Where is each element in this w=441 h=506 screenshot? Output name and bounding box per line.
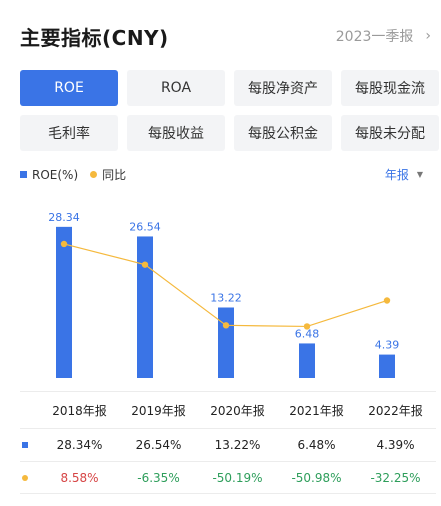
frequency-label: 年报 (384, 168, 409, 182)
bar-label: 26.54 (129, 220, 161, 233)
data-table: 2018年报 2019年报 2020年报 2021年报 2022年报 28.34… (20, 391, 436, 494)
period-selector[interactable]: 2023一季报 › (336, 26, 431, 46)
header: 主要指标(CNY) 2023一季报 › (20, 22, 431, 52)
dot-icon (90, 171, 98, 178)
table-row-roe: 28.34% 26.54% 13.22% 6.48% 4.39% (20, 428, 436, 461)
table-header-cell: 2022年报 (368, 403, 423, 418)
table-cell: -32.25% (370, 470, 421, 485)
tab-gross-margin[interactable]: 毛利率 (20, 115, 118, 151)
bar-label: 28.34 (48, 211, 80, 224)
square-icon (20, 171, 27, 178)
legend-item-yoy: 同比 (90, 166, 126, 183)
table-cell: 4.39% (376, 438, 415, 452)
yoy-point (222, 322, 230, 329)
report-frequency-dropdown[interactable]: 年报 ▼ (385, 166, 423, 183)
yoy-point (141, 261, 149, 268)
bar-label: 6.48 (295, 327, 320, 340)
table-cell: 28.34% (56, 438, 103, 452)
roe-chart: 28.34 26.54 13.22 6.48 4.39 (48, 211, 400, 378)
bar-2021年报 (299, 343, 315, 378)
tab-reserve-per-share[interactable]: 每股公积金 (234, 115, 332, 151)
tab-roa[interactable]: ROA (127, 70, 225, 106)
chart-legend-row: ROE(%) 同比 年报 ▼ (20, 166, 423, 186)
table-row-yoy: 8.58% -6.35% -50.19% -50.98% -32.25% (20, 461, 436, 494)
yoy-point (383, 297, 391, 304)
table-cell: -50.19% (212, 470, 263, 485)
tab-roe[interactable]: ROE (20, 70, 118, 106)
bar-2019年报 (137, 236, 153, 378)
tab-net-assets-per-share[interactable]: 每股净资产 (234, 70, 332, 106)
chart-legend: ROE(%) 同比 (20, 166, 423, 183)
table-cell: 13.22% (214, 438, 261, 452)
table-header-cell: 2018年报 (52, 403, 107, 418)
table-header-row: 2018年报 2019年报 2020年报 2021年报 2022年报 (20, 391, 436, 428)
legend-label-yoy: 同比 (102, 168, 127, 182)
caret-down-icon: ▼ (416, 170, 423, 179)
bar-2018年报 (56, 226, 72, 378)
dot-icon (22, 474, 28, 481)
table-cell: -6.35% (137, 470, 180, 485)
bar-label: 4.39 (375, 339, 400, 352)
table-header-cell: 2020年报 (210, 403, 265, 418)
table-cell: 8.58% (60, 470, 99, 485)
table-cell: 6.48% (297, 438, 336, 452)
tab-cash-flow-per-share[interactable]: 每股现金流 (341, 70, 439, 106)
indicator-tabs: ROE ROA 每股净资产 每股现金流 毛利率 每股收益 每股公积金 每股未分配 (20, 70, 439, 151)
bar-2022年报 (379, 354, 395, 378)
bar-label: 13.22 (210, 291, 242, 304)
table-header-cell: 2021年报 (289, 403, 344, 418)
table-cell: -50.98% (291, 470, 342, 485)
legend-item-roe: ROE(%) (20, 168, 78, 182)
chevron-right-icon: › (425, 28, 431, 44)
tab-undistributed-per-share[interactable]: 每股未分配 (341, 115, 439, 151)
page-title: 主要指标(CNY) (20, 26, 169, 50)
bar-2020年报 (218, 307, 234, 378)
table-cell: 26.54% (135, 438, 182, 452)
table-header-cell: 2019年报 (131, 403, 186, 418)
yoy-point (303, 323, 311, 330)
square-icon (22, 442, 28, 448)
tab-eps[interactable]: 每股收益 (127, 115, 225, 151)
yoy-point (60, 240, 68, 248)
legend-label-roe: ROE(%) (32, 167, 79, 182)
period-label: 2023一季报 (335, 29, 414, 45)
